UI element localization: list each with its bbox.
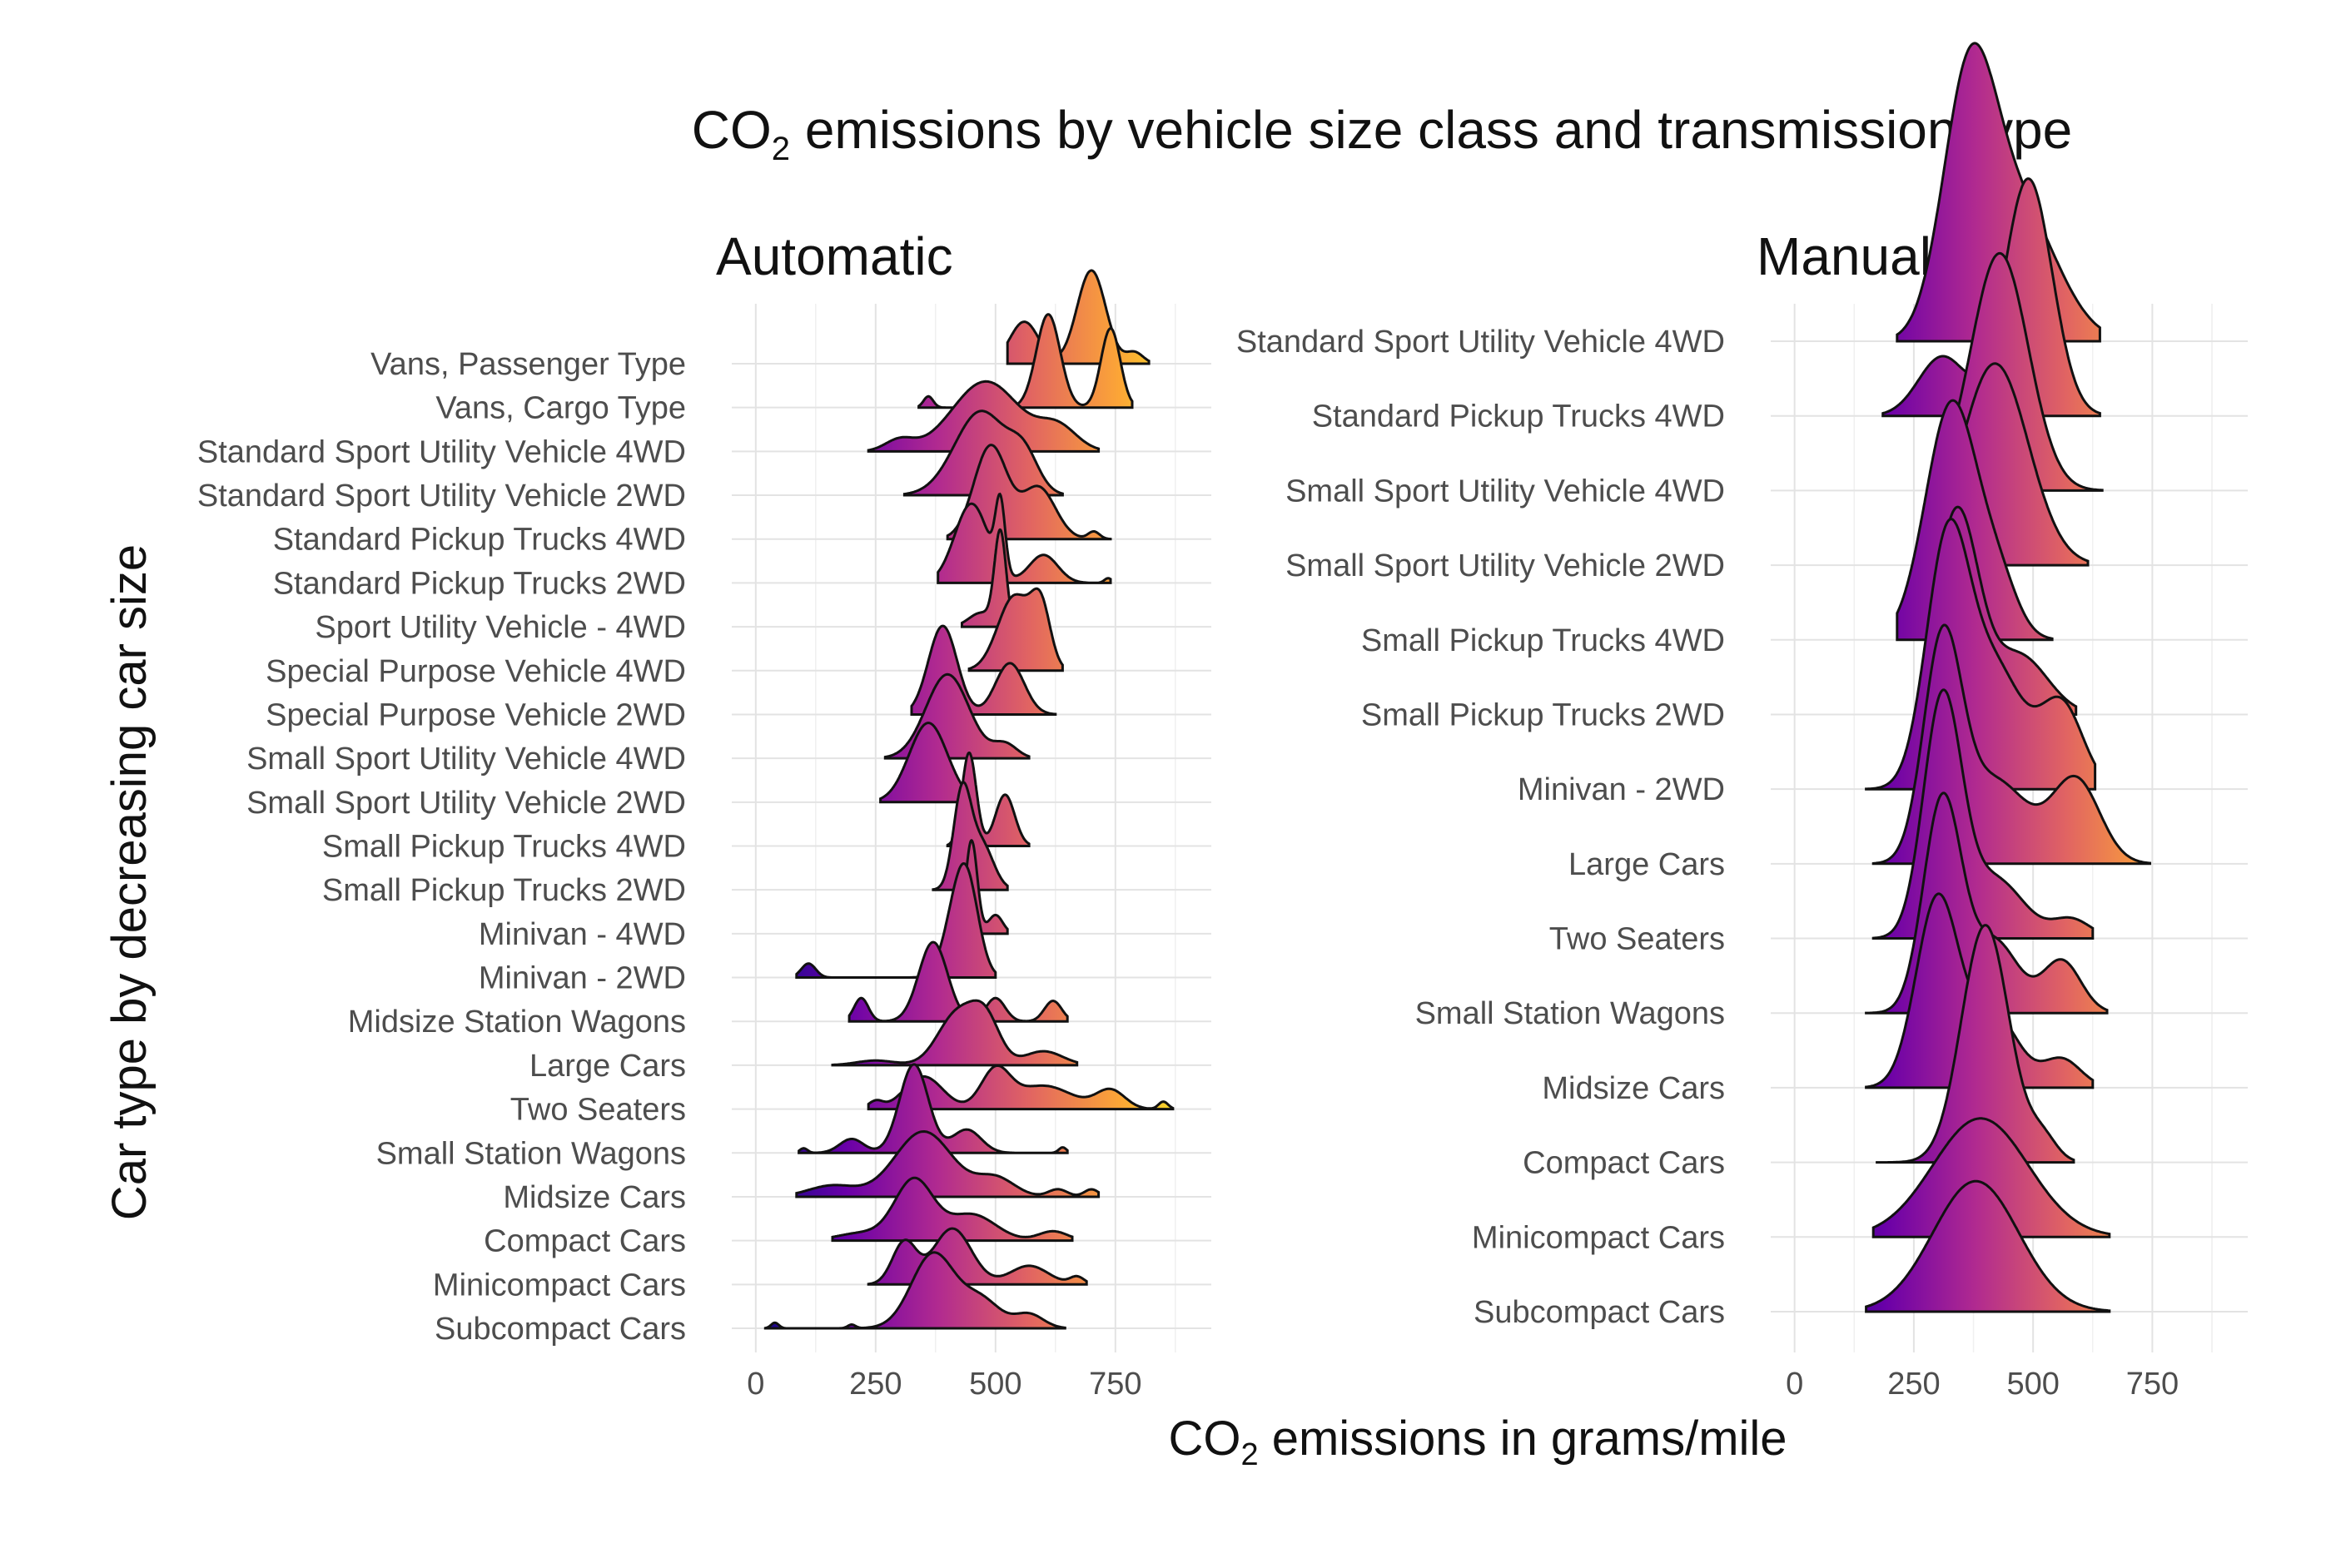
ridge-automatic [967, 587, 1064, 672]
category-label: Midsize Cars [1542, 1071, 1725, 1106]
category-label: Small Pickup Trucks 2WD [322, 873, 686, 908]
x-tick-label: 500 [969, 1367, 1021, 1402]
category-label: Special Purpose Vehicle 2WD [266, 697, 686, 732]
x-tick-label: 750 [2126, 1367, 2179, 1402]
ridge-manual [1876, 924, 2075, 1164]
category-label: Small Sport Utility Vehicle 4WD [246, 742, 686, 777]
category-label: Small Pickup Trucks 4WD [1361, 623, 1725, 658]
panel-title-automatic: Automatic [716, 226, 953, 286]
x-axis-title: CO2 emissions in grams/mile [1168, 1412, 1787, 1472]
category-label: Large Cars [529, 1049, 686, 1084]
ridge-automatic [831, 999, 1079, 1067]
category-label: Minicompact Cars [433, 1268, 686, 1303]
category-label: Standard Sport Utility Vehicle 4WD [197, 434, 686, 469]
ridge-automatic [1006, 269, 1151, 365]
category-label: Minivan - 4WD [479, 917, 686, 952]
category-label: Midsize Cars [503, 1180, 686, 1215]
category-label: Midsize Station Wagons [348, 1005, 686, 1040]
category-label: Standard Pickup Trucks 4WD [273, 523, 686, 558]
category-label: Small Pickup Trucks 2WD [1361, 697, 1725, 732]
ridge-automatic [932, 781, 1009, 891]
category-label: Minicompact Cars [1472, 1220, 1725, 1255]
category-label: Vans, Passenger Type [370, 347, 686, 382]
x-tick-label: 500 [2006, 1367, 2059, 1402]
category-label: Standard Sport Utility Vehicle 4WD [1236, 325, 1725, 360]
category-label: Large Cars [1568, 847, 1725, 882]
y-axis-title: Car type by decreasing car size [102, 544, 157, 1220]
category-label: Subcompact Cars [435, 1312, 686, 1347]
panel-automatic: Vans, Passenger Type Vans, Cargo Type Stan… [197, 269, 1211, 1402]
chart-title: CO2 emissions by vehicle size class and … [692, 100, 2072, 167]
category-label: Small Pickup Trucks 4WD [322, 830, 686, 865]
ridge-automatic [946, 444, 1112, 541]
category-label: Small Sport Utility Vehicle 2WD [246, 786, 686, 821]
x-tick-label: 250 [1887, 1367, 1940, 1402]
category-label: Compact Cars [1523, 1146, 1725, 1181]
x-tick-label: 750 [1089, 1367, 1141, 1402]
category-label: Small Sport Utility Vehicle 2WD [1285, 548, 1725, 583]
ridge-automatic [795, 861, 997, 979]
category-label: Minivan - 2WD [479, 961, 686, 996]
x-tick-label: 250 [849, 1367, 902, 1402]
ridge-manual [1871, 1117, 2111, 1238]
category-label: Subcompact Cars [1474, 1295, 1725, 1330]
ridge-automatic [795, 1129, 1101, 1198]
category-label: Special Purpose Vehicle 4WD [266, 654, 686, 689]
ridge-manual [1865, 1179, 2111, 1313]
category-label: Small Station Wagons [376, 1136, 686, 1171]
category-label: Sport Utility Vehicle - 4WD [315, 610, 686, 645]
ridge-automatic [763, 1251, 1066, 1330]
ridge-automatic [831, 1176, 1074, 1243]
ridge-automatic [847, 940, 1069, 1023]
category-label: Small Sport Utility Vehicle 4WD [1285, 474, 1725, 509]
category-label: Two Seaters [1549, 922, 1725, 957]
category-label: Two Seaters [510, 1093, 686, 1128]
category-label: Vans, Cargo Type [435, 391, 686, 426]
category-label: Standard Pickup Trucks 2WD [273, 566, 686, 601]
category-label: Standard Sport Utility Vehicle 2WD [197, 479, 686, 514]
ridge-automatic [937, 492, 1112, 584]
category-label: Small Station Wagons [1415, 996, 1725, 1031]
x-tick-label: 0 [1786, 1367, 1803, 1402]
category-label: Minivan - 2WD [1518, 772, 1725, 807]
category-label: Compact Cars [484, 1224, 686, 1259]
panel-title-manual: Manual [1757, 226, 1931, 286]
panel-manual: Standard Sport Utility Vehicle 4WD Standa… [1236, 42, 2248, 1402]
category-label: Standard Pickup Trucks 4WD [1312, 399, 1725, 434]
x-tick-label: 0 [747, 1367, 764, 1402]
